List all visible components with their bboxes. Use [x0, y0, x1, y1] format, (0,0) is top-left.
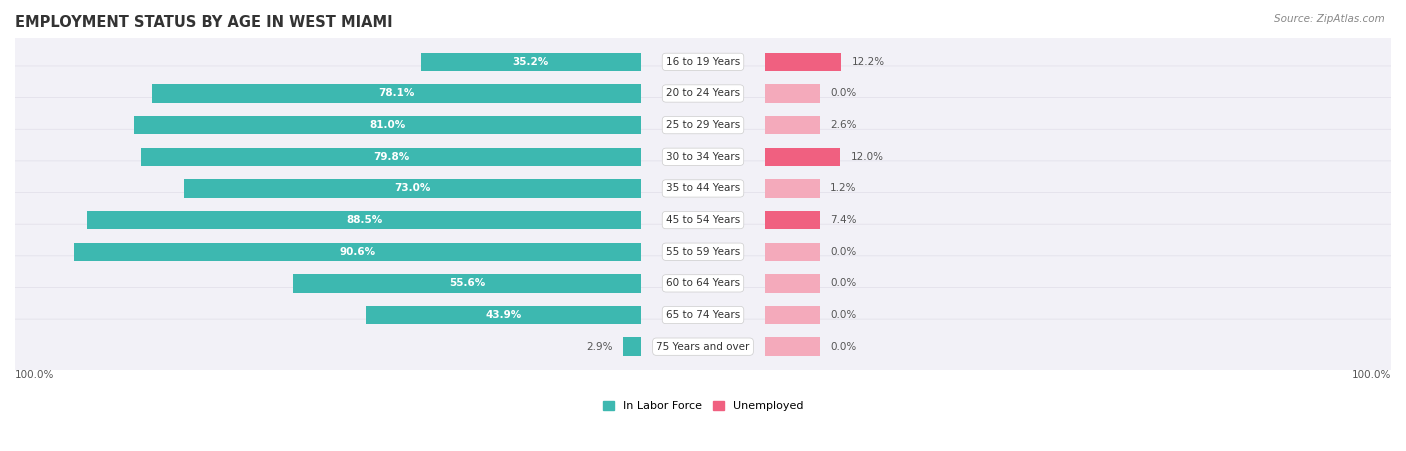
Text: 75 Years and over: 75 Years and over	[657, 342, 749, 352]
Text: 20 to 24 Years: 20 to 24 Years	[666, 88, 740, 98]
Text: Source: ZipAtlas.com: Source: ZipAtlas.com	[1274, 14, 1385, 23]
Text: 12.0%: 12.0%	[851, 152, 883, 162]
Bar	[765, 274, 820, 293]
FancyBboxPatch shape	[13, 66, 1393, 121]
Text: 0.0%: 0.0%	[831, 88, 856, 98]
Text: 0.0%: 0.0%	[831, 342, 856, 352]
Bar	[75, 243, 641, 261]
Text: 0.0%: 0.0%	[831, 310, 856, 320]
FancyBboxPatch shape	[13, 161, 1393, 216]
Text: 78.1%: 78.1%	[378, 88, 415, 98]
Text: 35 to 44 Years: 35 to 44 Years	[666, 184, 740, 193]
Bar	[623, 337, 641, 356]
Text: EMPLOYMENT STATUS BY AGE IN WEST MIAMI: EMPLOYMENT STATUS BY AGE IN WEST MIAMI	[15, 15, 392, 30]
Bar	[765, 84, 820, 103]
Text: 1.2%: 1.2%	[831, 184, 856, 193]
Bar	[184, 179, 641, 198]
Text: 12.2%: 12.2%	[852, 57, 884, 67]
Text: 7.4%: 7.4%	[831, 215, 856, 225]
FancyBboxPatch shape	[13, 97, 1393, 153]
Text: 90.6%: 90.6%	[339, 247, 375, 257]
Bar	[765, 243, 820, 261]
Bar	[765, 147, 839, 166]
FancyBboxPatch shape	[13, 256, 1393, 311]
Text: 55 to 59 Years: 55 to 59 Years	[666, 247, 740, 257]
Bar	[292, 274, 641, 293]
Bar	[765, 337, 820, 356]
Text: 30 to 34 Years: 30 to 34 Years	[666, 152, 740, 162]
Bar	[765, 179, 820, 198]
Text: 2.9%: 2.9%	[586, 342, 613, 352]
Text: 73.0%: 73.0%	[394, 184, 430, 193]
Text: 0.0%: 0.0%	[831, 247, 856, 257]
Text: 0.0%: 0.0%	[831, 278, 856, 288]
Text: 100.0%: 100.0%	[15, 370, 55, 380]
Text: 60 to 64 Years: 60 to 64 Years	[666, 278, 740, 288]
Text: 35.2%: 35.2%	[513, 57, 548, 67]
Bar	[366, 306, 641, 324]
Text: 2.6%: 2.6%	[831, 120, 856, 130]
Text: 55.6%: 55.6%	[449, 278, 485, 288]
Text: 43.9%: 43.9%	[485, 310, 522, 320]
Text: 65 to 74 Years: 65 to 74 Years	[666, 310, 740, 320]
Text: 79.8%: 79.8%	[373, 152, 409, 162]
Bar	[142, 147, 641, 166]
Bar	[134, 116, 641, 134]
FancyBboxPatch shape	[13, 193, 1393, 248]
Text: 88.5%: 88.5%	[346, 215, 382, 225]
Bar	[420, 53, 641, 71]
FancyBboxPatch shape	[13, 287, 1393, 343]
Bar	[765, 306, 820, 324]
Bar	[765, 211, 820, 229]
Text: 45 to 54 Years: 45 to 54 Years	[666, 215, 740, 225]
FancyBboxPatch shape	[13, 129, 1393, 184]
FancyBboxPatch shape	[13, 319, 1393, 374]
Bar	[87, 211, 641, 229]
Text: 25 to 29 Years: 25 to 29 Years	[666, 120, 740, 130]
Bar	[152, 84, 641, 103]
Bar	[765, 53, 841, 71]
FancyBboxPatch shape	[13, 34, 1393, 89]
Text: 16 to 19 Years: 16 to 19 Years	[666, 57, 740, 67]
Bar	[765, 116, 820, 134]
FancyBboxPatch shape	[13, 224, 1393, 279]
Legend: In Labor Force, Unemployed: In Labor Force, Unemployed	[603, 401, 803, 411]
Text: 81.0%: 81.0%	[370, 120, 406, 130]
Text: 100.0%: 100.0%	[1351, 370, 1391, 380]
